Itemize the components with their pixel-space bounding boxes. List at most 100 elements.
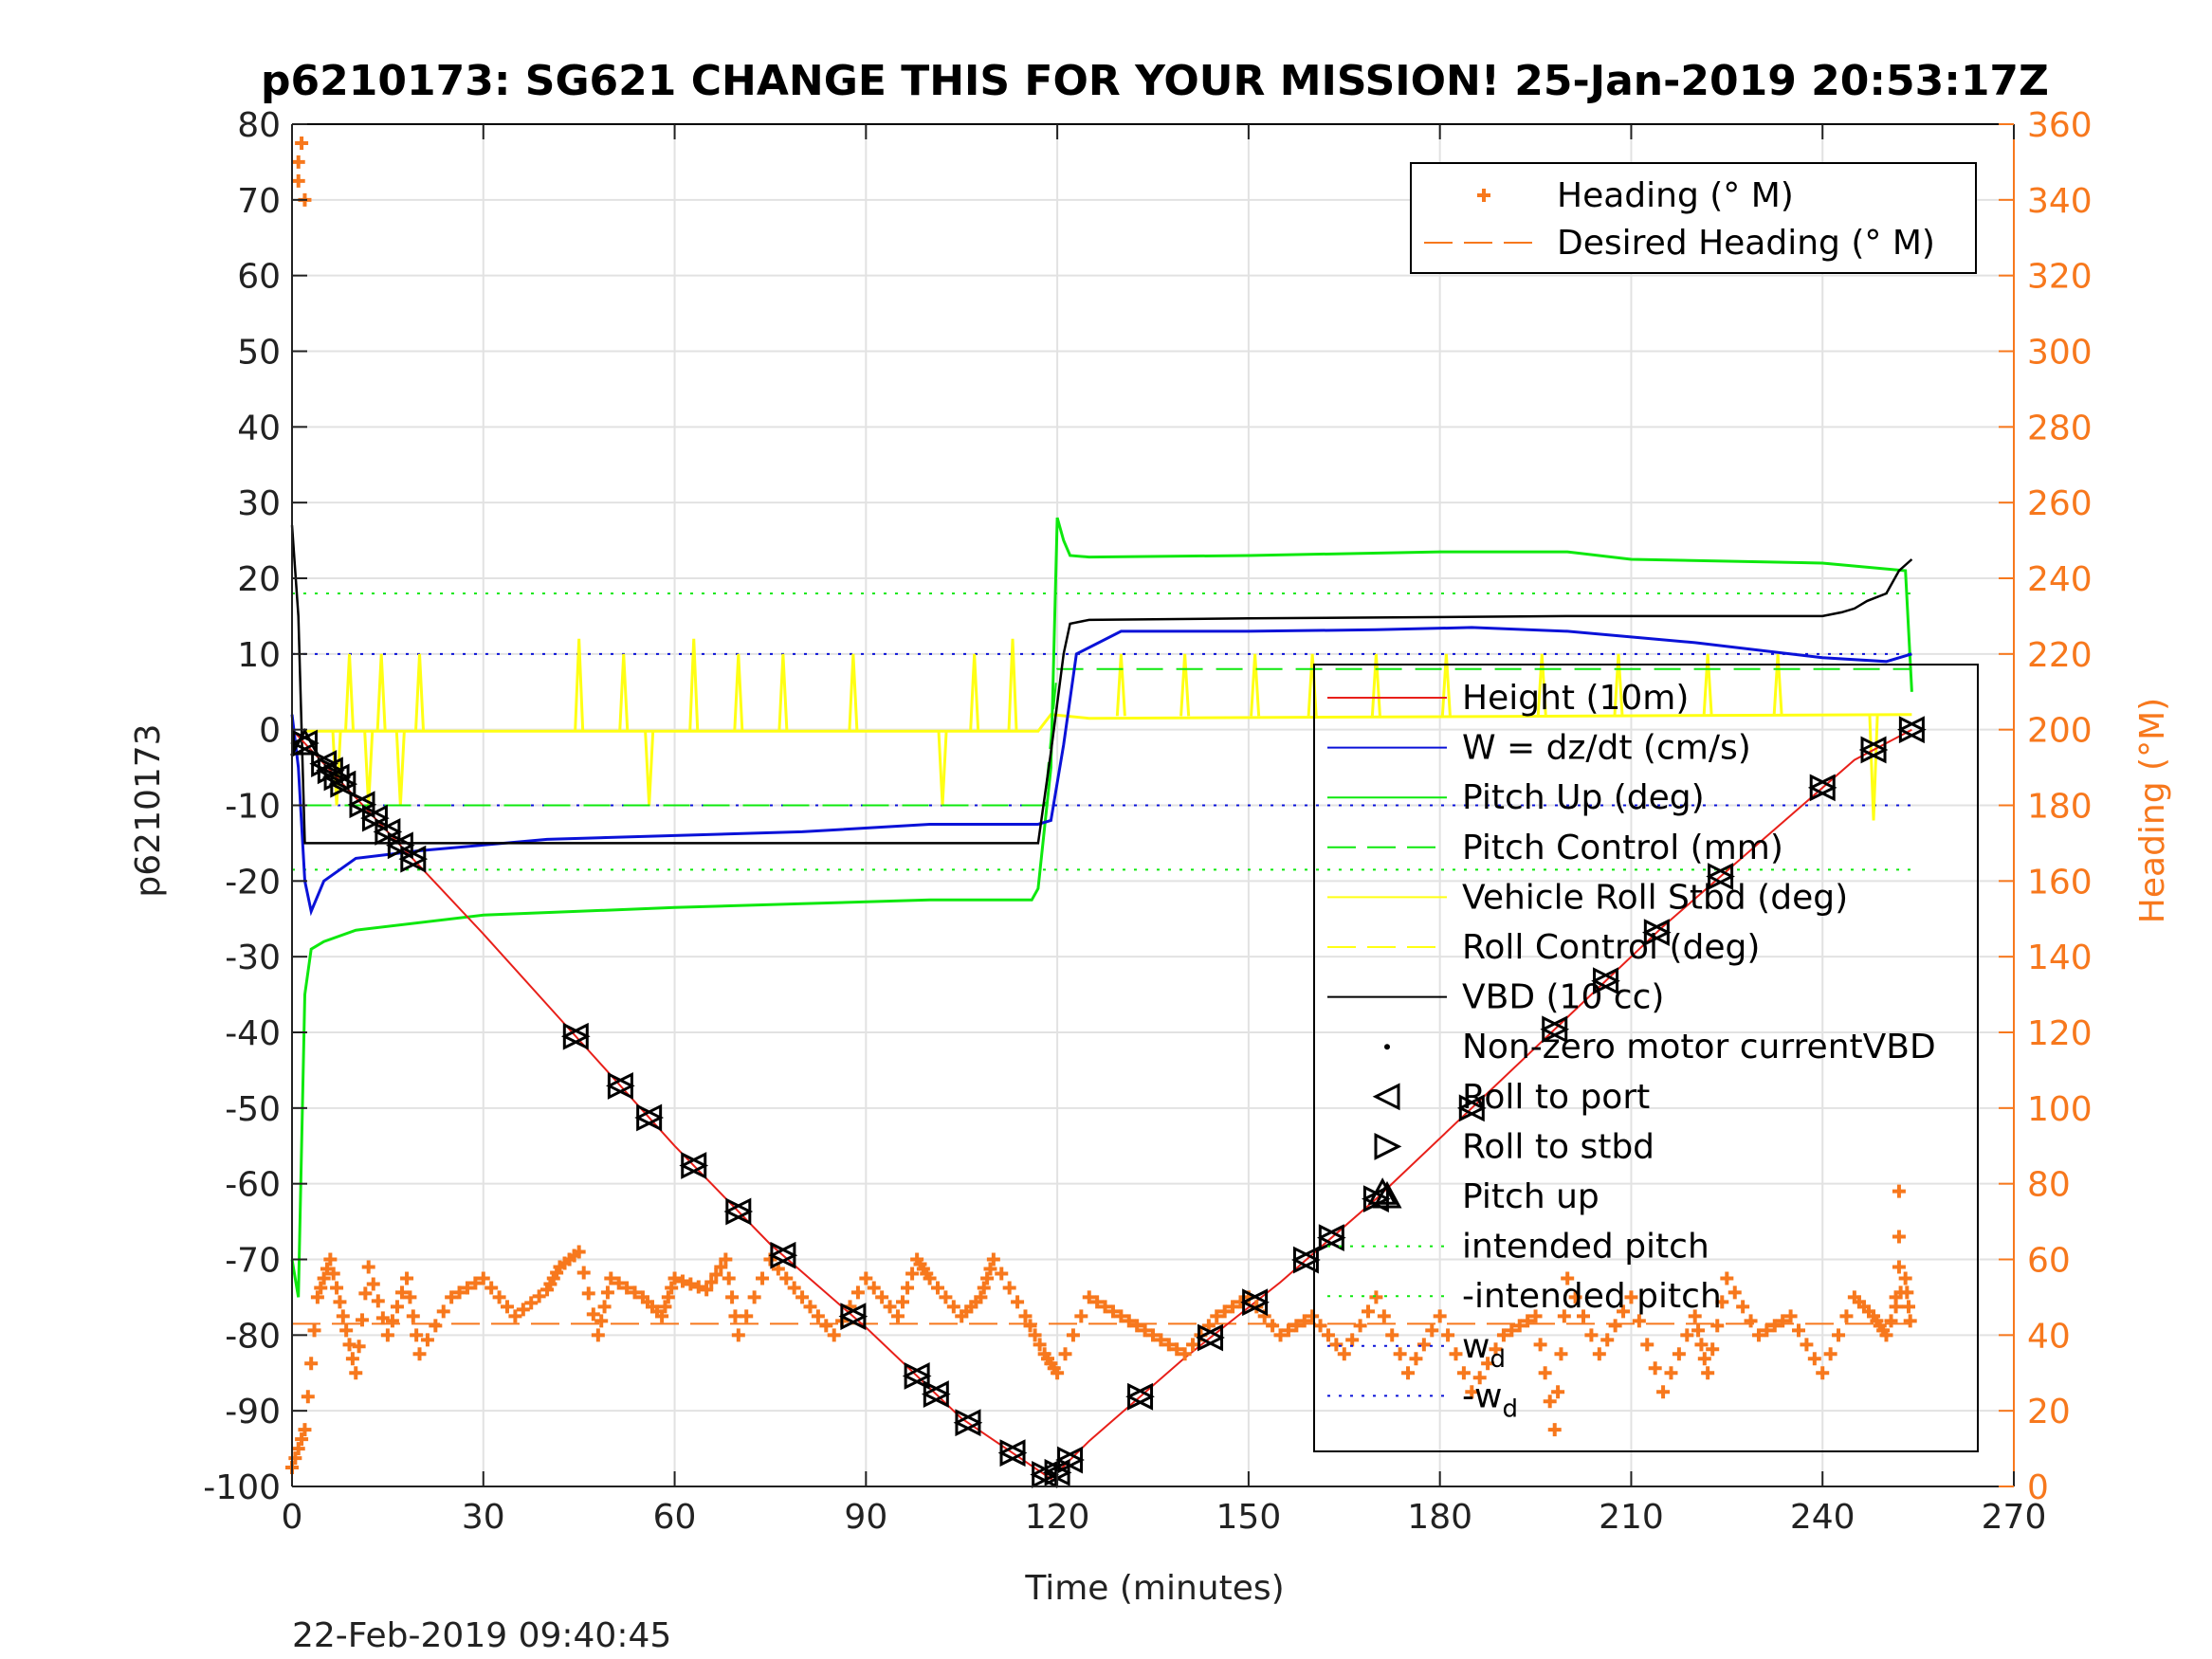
heading-marker: [1783, 1309, 1798, 1323]
heading-marker: [352, 1340, 366, 1354]
legend-label: Vehicle Roll Stbd (deg): [1462, 878, 1848, 917]
heading-marker: [1528, 1309, 1543, 1323]
heading-marker: [1706, 1342, 1720, 1357]
y-tick-label: 0: [259, 712, 281, 751]
w-series-line: [290, 626, 1912, 917]
roll-marker: [606, 1071, 635, 1100]
heading-marker: [314, 1281, 328, 1295]
y-tick-label: 30: [237, 484, 281, 523]
heading-legend-marker: [1477, 189, 1490, 202]
heading-marker: [896, 1295, 910, 1309]
heading-marker: [295, 1432, 309, 1447]
heading-marker: [1543, 1395, 1557, 1409]
heading-marker: [709, 1267, 723, 1282]
legend-subscript: d: [1490, 1345, 1506, 1374]
roll-marker: [1456, 1094, 1487, 1122]
heading-marker: [361, 1260, 375, 1274]
y2-tick-label: 320: [2027, 258, 2093, 297]
legend-subscript: d: [1502, 1395, 1518, 1423]
y2-tick-label: 160: [2027, 863, 2093, 902]
roll-spike: [1440, 653, 1452, 717]
heading-marker: [1178, 1347, 1192, 1361]
roll-spike: [1250, 653, 1261, 717]
heading-marker: [1624, 1290, 1638, 1304]
heading-marker: [1465, 1385, 1479, 1399]
heading-marker: [1720, 1271, 1734, 1285]
heading-marker: [946, 1300, 960, 1314]
heading-marker: [1648, 1361, 1662, 1376]
heading-marker: [1889, 1290, 1903, 1304]
heading-marker: [811, 1309, 825, 1323]
roll-marker: [953, 1409, 983, 1437]
heading-marker: [349, 1366, 363, 1380]
heading-marker: [1385, 1328, 1399, 1342]
y2-tick-label: 40: [2027, 1317, 2071, 1356]
roll-marker: [328, 770, 358, 798]
heading-marker: [1600, 1333, 1615, 1347]
heading-marker: [390, 1300, 404, 1314]
heading-marker: [875, 1290, 889, 1304]
heading-marker: [1051, 1366, 1065, 1380]
y-tick-label: -10: [225, 788, 281, 827]
heading-marker: [661, 1290, 675, 1304]
heading-marker: [516, 1303, 530, 1317]
heading-marker: [1369, 1290, 1383, 1304]
heading-marker: [586, 1307, 600, 1322]
heading-marker: [604, 1271, 618, 1285]
heading-marker: [827, 1328, 841, 1342]
heading-marker: [728, 1309, 742, 1323]
y2-tick-label: 0: [2027, 1468, 2049, 1507]
roll-spike: [343, 653, 356, 732]
heading-marker: [1879, 1328, 1893, 1342]
heading-marker: [803, 1300, 817, 1314]
heading-marker: [1496, 1328, 1510, 1342]
roll-spike: [777, 653, 789, 732]
heading-marker: [1226, 1300, 1240, 1314]
heading-marker: [890, 1309, 905, 1323]
heading-marker: [684, 1277, 698, 1291]
x-tick-label: 150: [1216, 1498, 1282, 1537]
heading-marker: [1401, 1366, 1416, 1380]
roll-spike: [848, 653, 859, 732]
heading-marker: [1023, 1319, 1037, 1333]
roll-marker: [398, 845, 429, 873]
pitch-up-marker: [1367, 1177, 1398, 1205]
heading-marker: [1154, 1333, 1168, 1347]
heading-marker: [1792, 1323, 1805, 1338]
heading-marker: [923, 1271, 937, 1285]
y-tick-label: -80: [225, 1317, 281, 1356]
legend-swatch: [1374, 1132, 1402, 1160]
x-tick-label: 30: [462, 1498, 505, 1537]
roll-marker: [1807, 774, 1837, 802]
heading-marker: [722, 1271, 736, 1285]
x-tick-label: 270: [1982, 1498, 2047, 1537]
heading-marker: [675, 1274, 689, 1288]
heading-marker: [1217, 1304, 1232, 1319]
heading-marker: [591, 1328, 605, 1342]
heading-marker: [1551, 1385, 1565, 1399]
heading-marker: [719, 1252, 733, 1267]
heading-marker: [725, 1290, 740, 1304]
y2-tick-label: 260: [2027, 484, 2093, 523]
heading-marker: [658, 1300, 672, 1314]
x-tick-label: 60: [653, 1498, 697, 1537]
y2-tick-label: 20: [2027, 1393, 2071, 1431]
heading-marker: [307, 1323, 321, 1338]
heading-marker: [420, 1333, 434, 1347]
heading-marker: [1884, 1314, 1898, 1328]
heading-marker: [1449, 1347, 1463, 1361]
y2-tick-label: 120: [2027, 1014, 2093, 1053]
heading-marker: [1377, 1309, 1391, 1323]
legend-label: Pitch up: [1462, 1177, 1600, 1216]
legend-label: Pitch Control (mm): [1462, 829, 1783, 867]
heading-marker: [974, 1290, 988, 1304]
heading-marker: [1456, 1366, 1471, 1380]
roll-marker: [1291, 1246, 1321, 1274]
heading-marker: [1353, 1319, 1367, 1333]
roll-marker: [1055, 1446, 1085, 1474]
heading-marker: [445, 1290, 459, 1304]
heading-marker: [295, 136, 309, 150]
heading-marker: [1823, 1347, 1837, 1361]
heading-marker: [859, 1271, 873, 1285]
